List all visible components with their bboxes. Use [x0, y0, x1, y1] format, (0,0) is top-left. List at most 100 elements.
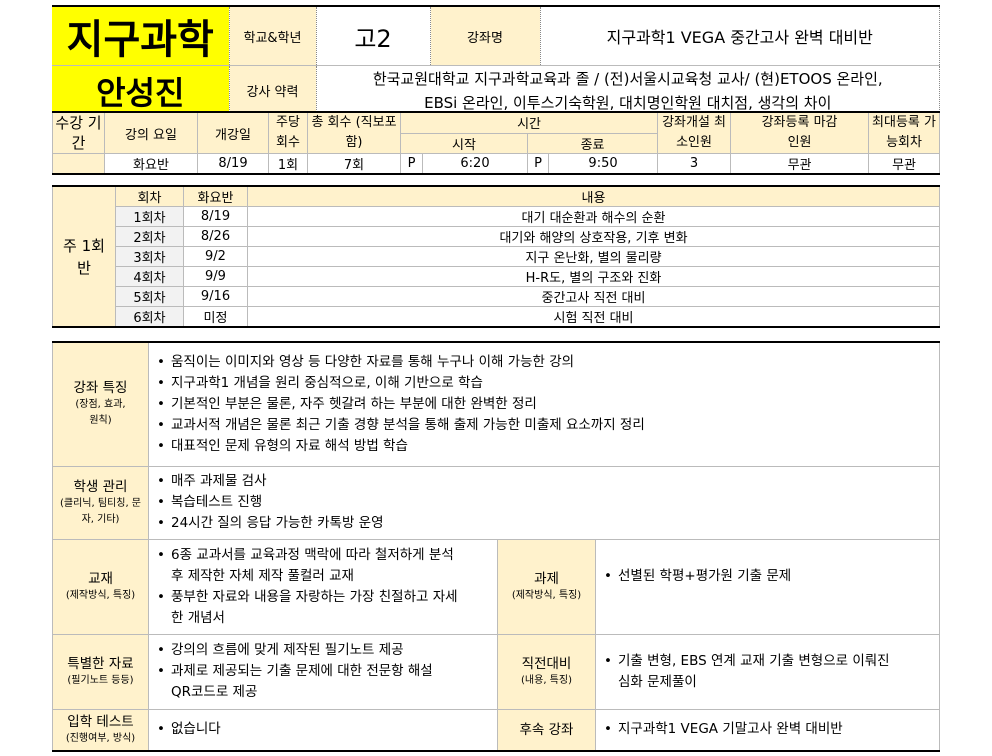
list-item: 6종 교과서를 교육과정 맥락에 따라 철저하게 분석 후 제작한 자체 제작 …	[157, 545, 467, 587]
start-date-value: 8/19	[197, 153, 269, 175]
final-sub: (내용, 특징)	[521, 674, 572, 686]
end-ampm: P	[527, 153, 549, 175]
date: 8/26	[183, 226, 248, 247]
materials-content: 강의의 흐름에 맞게 제작된 필기노트 제공 과제로 제공되는 기출 문제에 대…	[148, 633, 498, 710]
homework-content: 선별된 학평+평가원 기출 문제	[595, 538, 940, 635]
next-content: 지구과학1 VEGA 기말고사 완벽 대비반	[595, 708, 940, 752]
final-content: 기출 변형, EBS 연계 교재 기출 변형으로 이뤄진 심화 문제풀이	[595, 633, 940, 710]
max-header: 최대등록 가능회차	[868, 111, 940, 154]
period-table: 수강 기간 강의 요일 개강일 주당 회수 총 회수 (직보포함) 시간 강좌개…	[52, 111, 940, 175]
management-label-cell: 학생 관리 (클리닉, 팀티칭, 문자, 기타)	[52, 465, 149, 540]
career-line: EBSi 온라인, 이투스기숙학원, 대치명인학원 대치점, 생각의 차이	[424, 93, 832, 112]
start-date-header: 개강일	[197, 111, 269, 154]
test-label-cell: 입학 테스트 (진행여부, 방식)	[52, 708, 149, 752]
test-sub: (진행여부, 방식)	[65, 732, 136, 744]
session: 5회차	[115, 286, 184, 307]
table-row: 6회차 미정 시험 직전 대비	[53, 306, 940, 328]
day-value: 화요반	[104, 153, 198, 175]
list-item: 강의의 흐름에 맞게 제작된 필기노트 제공	[157, 640, 457, 661]
textbook-label: 교재	[88, 570, 113, 587]
list-item: 지구과학1 개념을 원리 중심적으로, 이해 기반으로 학습	[157, 373, 931, 394]
deadline-header: 강좌등록 마감인원	[730, 111, 870, 154]
materials-sub: (필기노트 등등)	[67, 674, 134, 686]
list-item: 교과서적 개념은 물론 최근 기출 경향 분석을 통해 출제 가능한 미출제 요…	[157, 415, 931, 436]
max-value: 무관	[868, 153, 940, 175]
date: 9/9	[183, 266, 248, 287]
list-item: 과제로 제공되는 기출 문제에 대한 전문항 해설 QR코드로 제공	[157, 661, 457, 703]
table-row: 5회차 9/16 중간고사 직전 대비	[53, 286, 940, 307]
features-label-cell: 강좌 특징 (장점, 효과, 원칙)	[52, 341, 149, 467]
session: 6회차	[115, 306, 184, 328]
teacher-name: 안성진	[52, 65, 230, 117]
list-item: 기출 변형, EBS 연계 교재 기출 변형으로 이뤄진 심화 문제풀이	[604, 651, 899, 693]
schedule-label: 주 1회반	[52, 185, 116, 328]
deadline-value: 무관	[730, 153, 870, 175]
end-time: 9:50	[547, 153, 659, 175]
total-header: 총 회수 (직보포함)	[307, 111, 401, 154]
weekly-value: 1회	[268, 153, 308, 175]
list-item: 움직이는 이미지와 영상 등 다양한 자료를 통해 누구나 이해 가능한 강의	[157, 352, 931, 373]
content: H-R도, 별의 구조와 진화	[247, 266, 940, 287]
schedule-table: 주 1회반 회차 화요반 내용 1회차 8/19 대기 대순환과 해수의 순환 2회…	[52, 185, 940, 328]
date: 8/19	[183, 206, 248, 227]
list-item: 대표적인 문제 유형의 자료 해석 방법 학습	[157, 436, 931, 457]
session: 4회차	[115, 266, 184, 287]
total-value: 7회	[307, 153, 401, 175]
grade-label: 학교&학년	[229, 5, 317, 66]
list-item: 없습니다	[157, 719, 489, 740]
teacher-career: 한국교원대학교 지구과학교육과 졸 / (전)서울시교육청 교사/ (현)ETO…	[316, 65, 940, 117]
management-content: 매주 과제물 검사 복습테스트 진행 24시간 질의 응답 가능한 카톡방 운영	[148, 465, 940, 540]
final-label-cell: 직전대비 (내용, 특징)	[497, 633, 596, 710]
time-header: 시간	[399, 111, 659, 134]
career-label: 강사 약력	[229, 65, 317, 117]
textbook-label-cell: 교재 (제작방식, 특징)	[52, 538, 149, 635]
final-label: 직전대비	[521, 655, 572, 672]
session: 3회차	[115, 246, 184, 267]
table-row: 2회차 8/26 대기와 해양의 상호작용, 기후 변화	[53, 226, 940, 247]
management-label: 학생 관리	[73, 478, 128, 495]
test-content: 없습니다	[148, 708, 498, 752]
subject-title: 지구과학	[52, 5, 230, 66]
start-header: 시작	[400, 132, 528, 154]
list-item: 매주 과제물 검사	[157, 471, 931, 492]
homework-label-cell: 과제 (제작방식, 특징)	[497, 538, 596, 635]
table-row: 4회차 9/9 H-R도, 별의 구조와 진화	[53, 266, 940, 287]
session-header: 회차	[115, 185, 184, 207]
features-label: 강좌 특징	[73, 380, 128, 397]
date: 9/16	[183, 286, 248, 307]
next-label-cell: 후속 강좌	[497, 708, 596, 752]
textbook-content: 6종 교과서를 교육과정 맥락에 따라 철저하게 분석 후 제작한 자체 제작 …	[148, 538, 498, 635]
homework-sub: (제작방식, 특징)	[511, 589, 582, 601]
day-header: 강의 요일	[104, 111, 198, 154]
features-sub: (장점, 효과, 원칙)	[75, 399, 126, 427]
list-item: 기본적인 부분은 물론, 자주 헷갈려 하는 부분에 대한 완벽한 정리	[157, 394, 931, 415]
textbook-sub: (제작방식, 특징)	[65, 589, 136, 601]
content: 대기와 해양의 상호작용, 기후 변화	[247, 226, 940, 247]
period-label: 수강 기간	[52, 111, 105, 154]
features-content: 움직이는 이미지와 영상 등 다양한 자료를 통해 누구나 이해 가능한 강의 …	[148, 341, 940, 467]
weekly-header: 주당 회수	[268, 111, 308, 154]
start-time: 6:20	[422, 153, 528, 175]
management-sub: (클리닉, 팀티칭, 문자, 기타)	[59, 497, 142, 525]
content: 중간고사 직전 대비	[247, 286, 940, 307]
details-table: 강좌 특징 (장점, 효과, 원칙) 움직이는 이미지와 영상 등 다양한 자료를…	[52, 341, 940, 752]
career-line: 한국교원대학교 지구과학교육과 졸 / (전)서울시교육청 교사/ (현)ETO…	[372, 69, 883, 88]
course-name: 지구과학1 VEGA 중간고사 완벽 대비반	[540, 5, 940, 66]
content: 지구 온난화, 별의 물리량	[247, 246, 940, 267]
list-item: 선별된 학평+평가원 기출 문제	[604, 566, 931, 587]
test-label: 입학 테스트	[67, 713, 134, 730]
content-header: 내용	[247, 185, 940, 207]
session: 2회차	[115, 226, 184, 247]
list-item: 복습테스트 진행	[157, 492, 931, 513]
table-row: 3회차 9/2 지구 온난화, 별의 물리량	[53, 246, 940, 267]
table-row: 1회차 8/19 대기 대순환과 해수의 순환	[53, 206, 940, 227]
min-value: 3	[657, 153, 732, 175]
date: 9/2	[183, 246, 248, 267]
date-header: 화요반	[183, 185, 248, 207]
list-item: 풍부한 자료와 내용을 자랑하는 가장 친절하고 자세한 개념서	[157, 587, 467, 629]
materials-label: 특별한 자료	[67, 655, 134, 672]
period-label-cont	[52, 153, 105, 175]
next-label: 후속 강좌	[519, 721, 574, 738]
start-ampm: P	[400, 153, 423, 175]
